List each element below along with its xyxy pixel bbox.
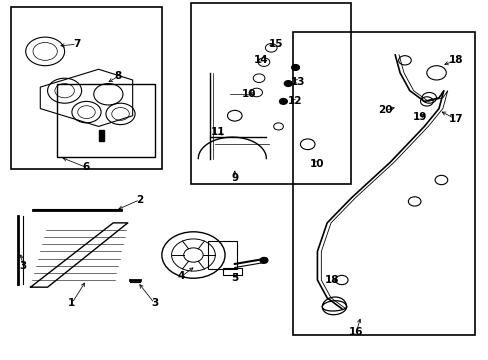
Text: 14: 14 (254, 55, 268, 65)
Text: 15: 15 (268, 39, 283, 49)
Circle shape (279, 99, 287, 104)
Text: 2: 2 (136, 195, 143, 204)
Text: 18: 18 (324, 275, 339, 285)
Bar (57, 84, 154, 157)
Text: 20: 20 (378, 105, 392, 115)
Bar (207, 241, 237, 269)
Bar (11, 7, 162, 169)
Text: 6: 6 (82, 162, 90, 172)
Text: 5: 5 (231, 273, 238, 283)
Circle shape (284, 81, 291, 86)
Bar (191, 3, 351, 184)
Text: 3: 3 (20, 261, 27, 271)
Text: 10: 10 (242, 89, 256, 99)
Text: 7: 7 (73, 39, 81, 49)
Text: 4: 4 (177, 271, 184, 282)
Bar (222, 267, 242, 275)
Text: 3: 3 (151, 298, 158, 308)
Text: 12: 12 (288, 96, 302, 107)
Text: 10: 10 (309, 159, 324, 169)
Text: 9: 9 (231, 173, 238, 183)
Text: 16: 16 (348, 327, 363, 337)
Text: 8: 8 (114, 71, 122, 81)
Bar (99, 130, 104, 141)
Text: 19: 19 (411, 112, 426, 122)
Text: 13: 13 (290, 77, 305, 87)
Circle shape (260, 257, 267, 263)
Bar (292, 32, 474, 336)
Text: 18: 18 (448, 55, 462, 65)
Text: 11: 11 (210, 127, 224, 137)
Circle shape (291, 64, 299, 70)
Text: 17: 17 (448, 114, 462, 124)
Text: 1: 1 (68, 298, 75, 308)
